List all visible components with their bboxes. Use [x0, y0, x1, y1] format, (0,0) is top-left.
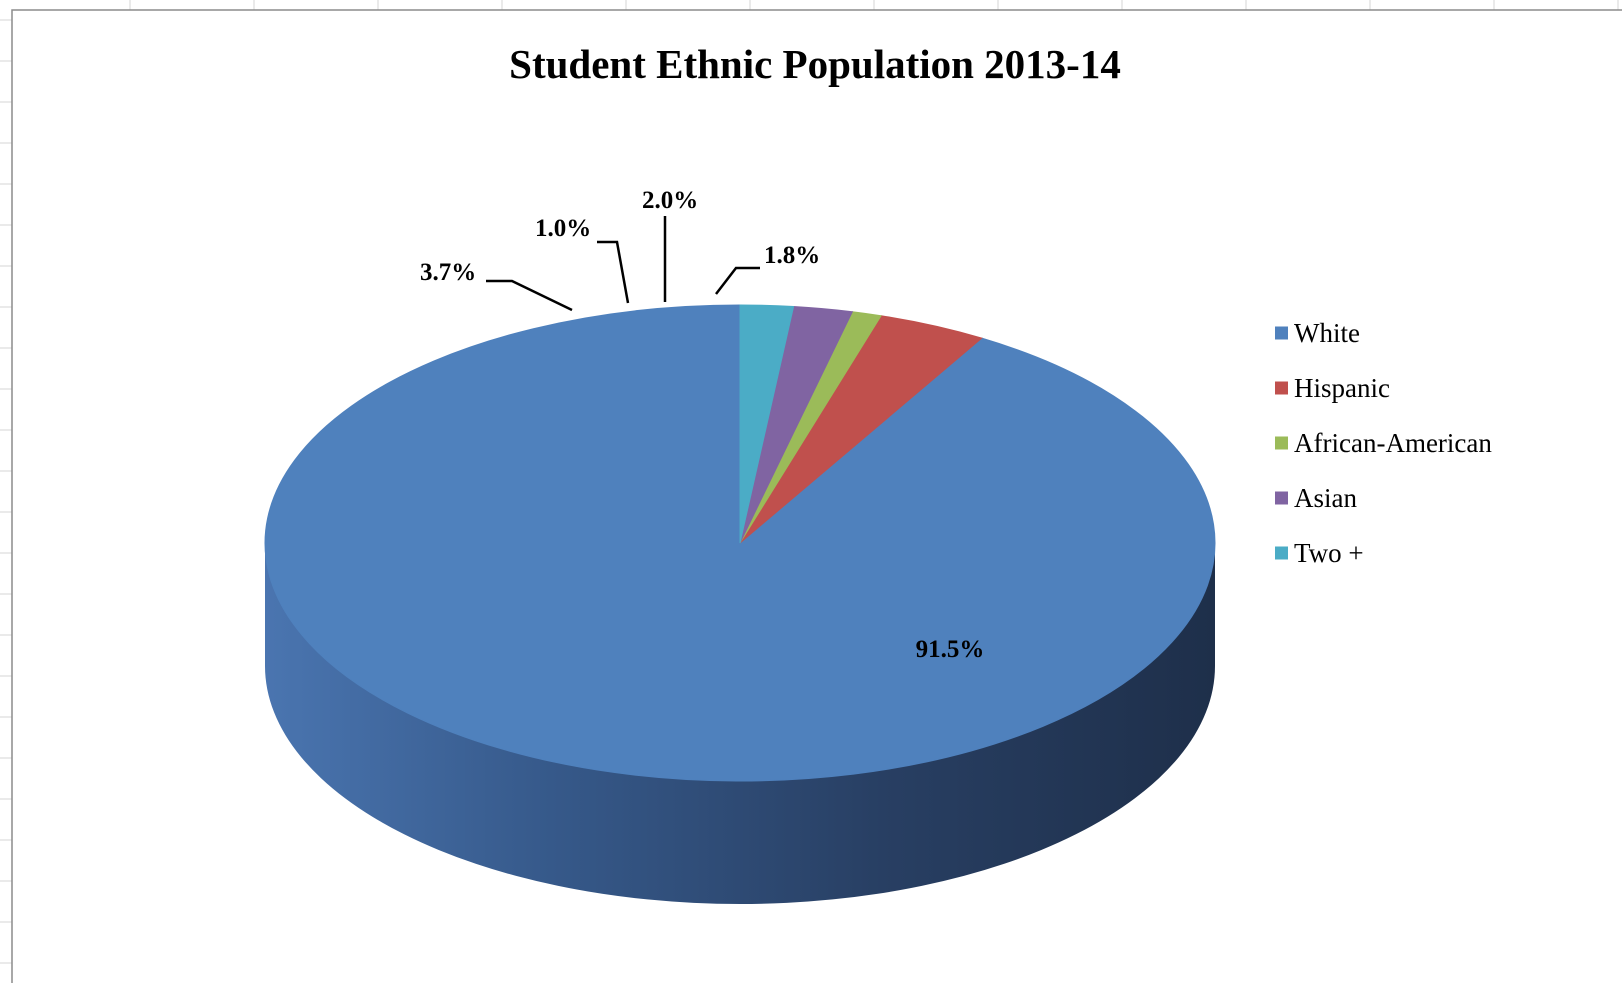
legend-item-white[interactable]: White — [1275, 318, 1360, 348]
leader-line — [715, 266, 760, 295]
legend-label: Hispanic — [1294, 373, 1390, 403]
legend-item-two[interactable]: Two + — [1275, 538, 1364, 568]
pie-slice-white[interactable] — [264, 304, 1216, 782]
legend-swatch — [1275, 491, 1288, 505]
data-label-asian: 2.0% — [642, 187, 698, 214]
legend-swatch — [1275, 546, 1288, 560]
data-label-hispanic: 3.7% — [420, 259, 476, 286]
data-label-african-american: 1.0% — [535, 215, 591, 242]
chart-legend: White Hispanic African-American Asian Two + — [1275, 318, 1492, 568]
leader-line — [597, 240, 630, 304]
legend-item-african-american[interactable]: African-American — [1275, 428, 1492, 458]
legend-item-asian[interactable]: Asian — [1275, 483, 1357, 513]
leader-line — [486, 279, 573, 312]
legend-label: White — [1294, 318, 1360, 348]
spreadsheet-grid — [0, 0, 1619, 964]
legend-item-hispanic[interactable]: Hispanic — [1275, 373, 1390, 403]
pie-side-wall — [265, 543, 1215, 904]
legend-label: Two + — [1294, 538, 1364, 568]
legend-label: Asian — [1294, 483, 1357, 513]
data-label-white: 91.5% — [916, 636, 985, 663]
pie-plot-area: 91.5% 3.7% 1.0% 2.0% 1.8% — [264, 187, 1216, 904]
legend-swatch — [1275, 436, 1288, 450]
legend-swatch — [1275, 381, 1288, 395]
pie-slice-two[interactable] — [739, 304, 795, 544]
legend-swatch — [1275, 326, 1288, 340]
data-label-two: 1.8% — [764, 242, 820, 269]
legend-label: African-American — [1294, 428, 1492, 458]
chart-title: Student Ethnic Population 2013-14 — [509, 41, 1121, 87]
